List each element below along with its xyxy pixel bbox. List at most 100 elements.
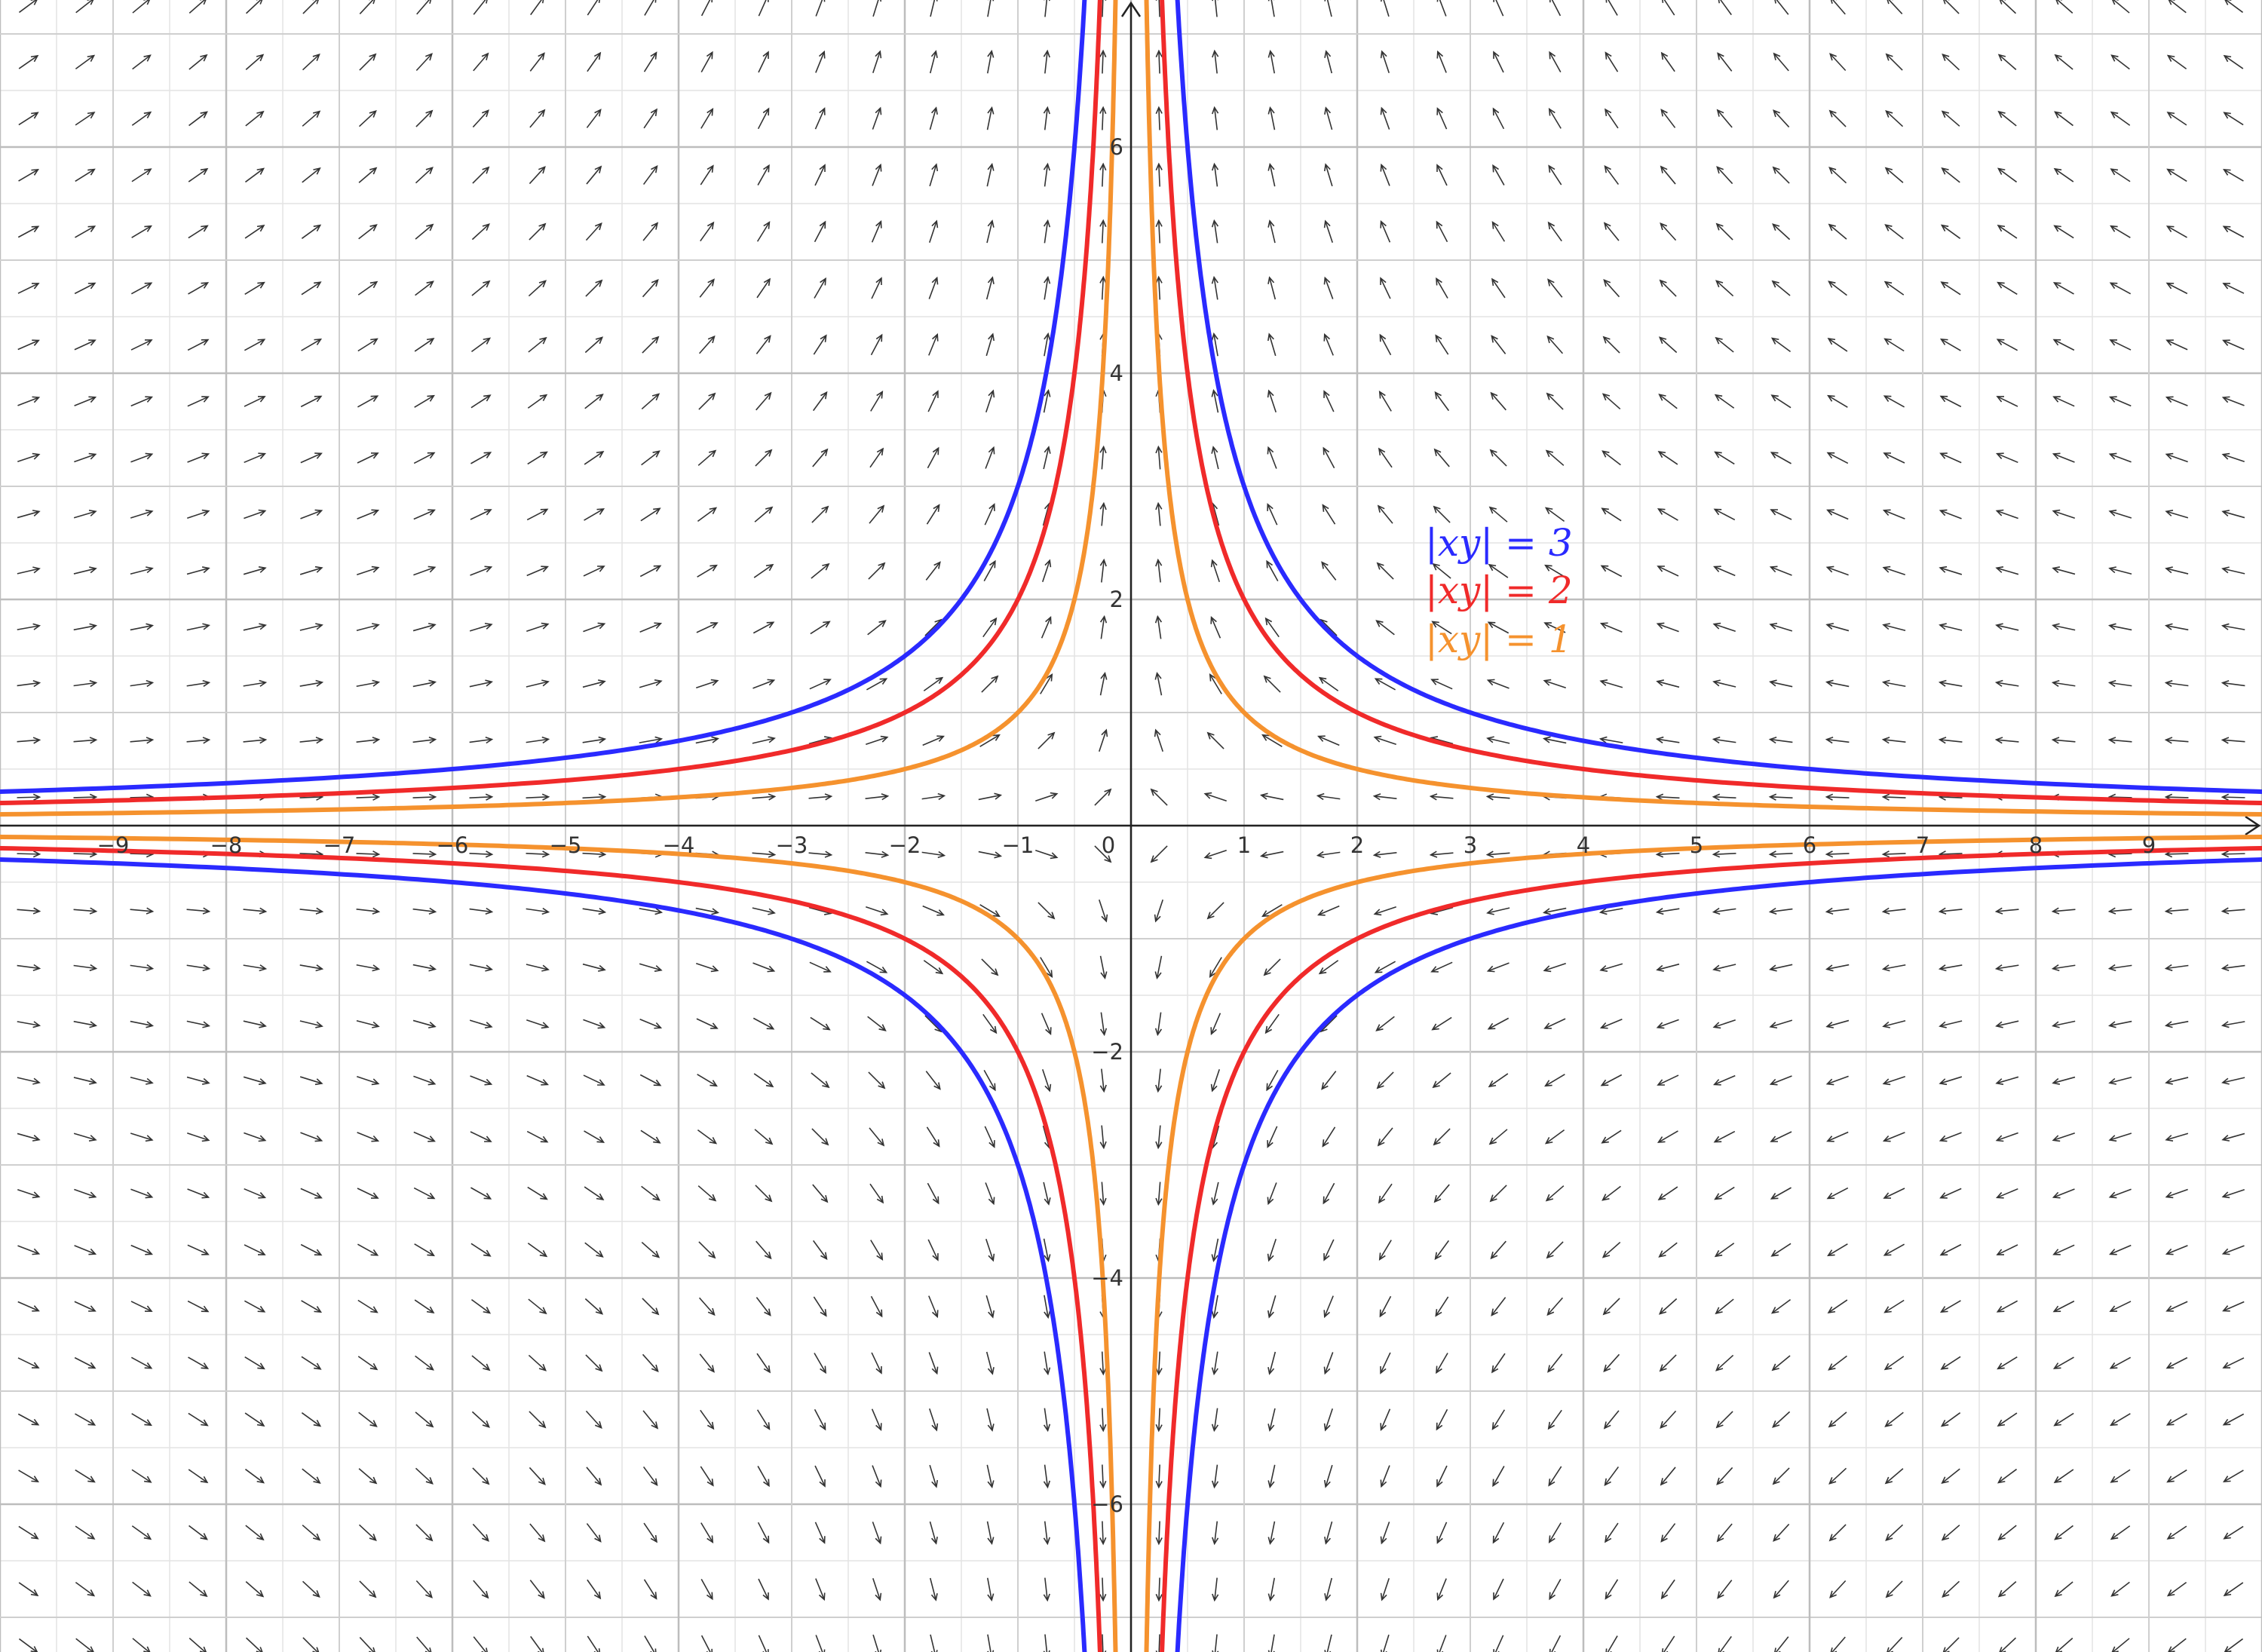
field-arrowhead <box>1211 275 1218 284</box>
field-arrow <box>1040 957 1053 977</box>
field-arrow <box>415 224 434 240</box>
field-arrowhead <box>538 1363 547 1372</box>
field-arrowhead <box>1770 1249 1779 1257</box>
field-arrowhead <box>931 276 939 285</box>
field-arrow <box>528 1298 547 1314</box>
field-arrowhead <box>931 1310 939 1319</box>
field-arrowhead <box>1436 1422 1443 1431</box>
field-arrowhead <box>1943 0 1950 5</box>
field-arrowhead <box>820 448 829 456</box>
field-arrowhead <box>538 1647 544 1652</box>
field-arrowhead <box>1099 275 1107 284</box>
field-arrow <box>639 623 661 633</box>
field-arrow <box>1487 737 1510 744</box>
field-arrow <box>921 795 945 800</box>
field-arrowhead <box>2221 737 2230 744</box>
field-arrowhead <box>369 53 377 61</box>
field-arrow <box>415 1411 434 1427</box>
field-arrow <box>1490 449 1507 467</box>
field-arrow <box>75 112 95 126</box>
field-arrow <box>1270 1634 1275 1652</box>
field-arrow <box>1383 0 1390 17</box>
field-arrow <box>872 51 881 73</box>
field-arrow <box>927 447 939 469</box>
field-arrow <box>2165 739 2189 743</box>
field-arrow <box>924 1015 942 1032</box>
field-arrowhead <box>819 1536 826 1544</box>
field-arrowhead <box>1212 1593 1219 1602</box>
field-arrowhead <box>1995 1021 2003 1028</box>
field-arrowhead <box>1939 395 1948 403</box>
field-arrowhead <box>369 1476 378 1485</box>
field-arrow <box>470 1131 492 1142</box>
field-arrowhead <box>763 221 771 229</box>
field-arrowhead <box>1713 1079 1721 1086</box>
field-arrowhead <box>765 449 773 457</box>
field-arrowhead <box>988 1310 995 1319</box>
field-arrow <box>929 1464 937 1488</box>
field-arrowhead <box>538 52 545 60</box>
field-arrow <box>1601 1074 1623 1087</box>
field-arrowhead <box>1267 49 1275 58</box>
field-arrow <box>1717 1580 1733 1598</box>
field-arrowhead <box>2224 0 2232 5</box>
field-arrowhead <box>652 450 661 458</box>
field-arrowhead <box>706 108 714 116</box>
field-arrow <box>1213 220 1218 244</box>
field-arrowhead <box>259 679 268 687</box>
field-arrowhead <box>484 565 493 573</box>
field-arrowhead <box>312 54 320 61</box>
field-arrow <box>1658 1130 1678 1143</box>
field-arrowhead <box>1657 1079 1665 1086</box>
field-arrow <box>1158 1521 1160 1544</box>
field-arrow <box>1604 222 1620 241</box>
field-arrowhead <box>539 394 548 402</box>
field-arrowhead <box>1490 1251 1498 1260</box>
field-arrow <box>2109 796 2132 798</box>
field-arrowhead <box>538 0 544 4</box>
field-arrow <box>1828 338 1848 352</box>
field-arrowhead <box>2221 851 2230 858</box>
field-arrow <box>1770 738 1793 743</box>
field-arrow <box>2109 1132 2132 1141</box>
field-arrowhead <box>989 617 998 626</box>
field-arrowhead <box>1377 1139 1385 1147</box>
field-arrow <box>1157 1408 1161 1431</box>
field-arrow <box>583 623 605 633</box>
field-arrow <box>244 225 265 239</box>
field-arrow <box>1374 852 1397 856</box>
field-arrowhead <box>1995 1135 2004 1142</box>
field-arrowhead <box>32 1248 41 1255</box>
field-arrow <box>1041 1013 1052 1034</box>
field-arrowhead <box>2168 1646 2175 1652</box>
field-arrowhead <box>876 1252 884 1261</box>
field-arrowhead <box>1486 965 1495 973</box>
field-arrow <box>1997 281 2018 296</box>
field-arrowhead <box>1882 623 1890 630</box>
field-arrowhead <box>992 734 1001 741</box>
field-arrowhead <box>596 394 604 401</box>
field-arrow <box>583 1074 605 1086</box>
field-arrow <box>1157 1125 1161 1148</box>
field-arrowhead <box>1883 280 1893 289</box>
x-tick-label: −4 <box>663 832 695 858</box>
field-arrow <box>1376 620 1395 636</box>
field-arrow <box>928 1295 938 1317</box>
field-arrowhead <box>1378 447 1386 456</box>
field-arrowhead <box>484 509 492 516</box>
field-arrowhead <box>1717 52 1724 60</box>
field-arrow <box>1101 503 1105 526</box>
field-arrowhead <box>1941 1476 1949 1484</box>
field-arrow <box>754 1129 773 1145</box>
field-arrow <box>757 165 770 185</box>
field-arrow <box>981 676 998 693</box>
field-arrowhead <box>87 1646 94 1652</box>
field-arrow <box>583 1019 605 1028</box>
field-arrowhead <box>540 451 548 458</box>
field-arrowhead <box>425 1476 434 1485</box>
field-arrow <box>18 169 38 182</box>
field-arrow <box>186 909 210 912</box>
field-arrowhead <box>987 106 995 115</box>
field-arrow <box>244 1412 265 1427</box>
field-arrowhead <box>256 0 263 5</box>
